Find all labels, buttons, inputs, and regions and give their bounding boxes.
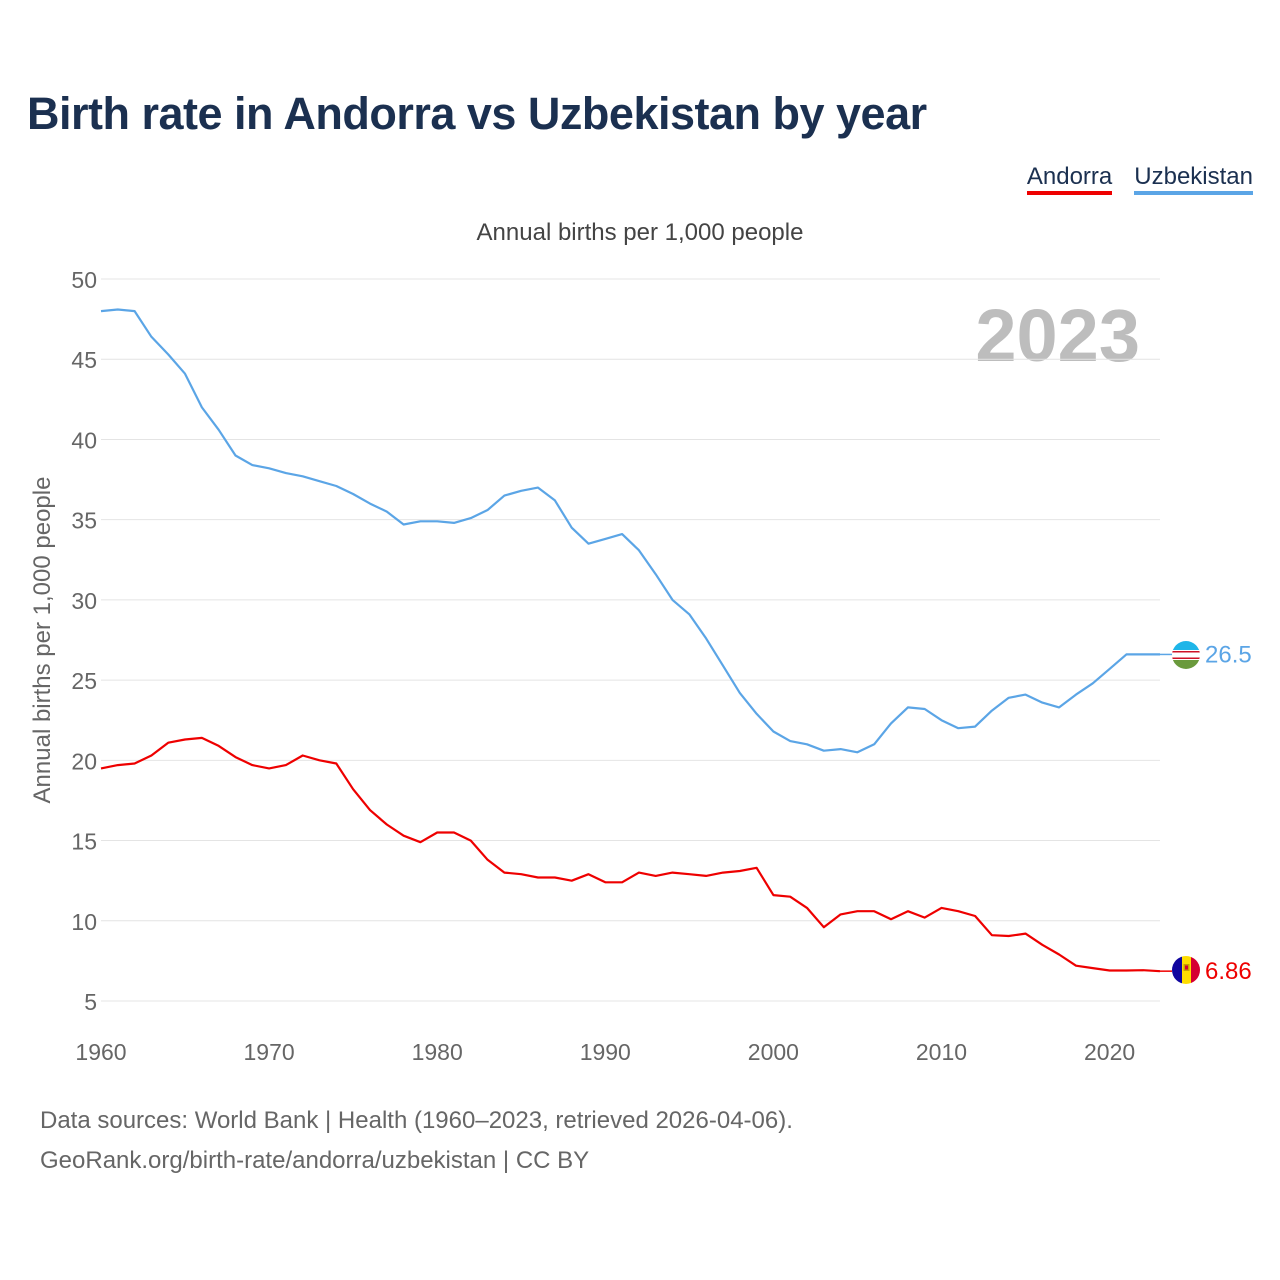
y-tick-label: 25 [71, 668, 97, 694]
andorra-flag-icon [1172, 956, 1200, 984]
x-tick-label: 1990 [580, 1039, 631, 1065]
footer-link[interactable]: GeoRank.org/birth-rate/andorra/uzbekista… [40, 1147, 590, 1174]
y-tick-label: 45 [71, 347, 97, 373]
x-axis-ticks: 1960 1970 1980 1990 2000 2010 2020 [75, 1039, 1135, 1065]
gridlines [101, 278, 1160, 1002]
x-tick-label: 2000 [748, 1039, 799, 1065]
x-tick-label: 1960 [75, 1039, 126, 1065]
y-tick-label: 20 [71, 748, 97, 774]
legend-item-uzbekistan[interactable]: Uzbekistan [1134, 163, 1253, 196]
end-value-label-uzbekistan: 26.5 [1205, 641, 1252, 668]
uzbekistan-flag-icon [1172, 641, 1200, 669]
y-tick-label: 30 [71, 588, 97, 614]
y-axis-label: Annual births per 1,000 people [29, 477, 56, 804]
x-tick-label: 2010 [916, 1039, 967, 1065]
y-tick-label: 15 [71, 829, 97, 855]
y-tick-label: 10 [71, 909, 97, 935]
y-tick-label: 40 [71, 427, 97, 453]
legend: Andorra Uzbekistan [1026, 163, 1253, 196]
y-tick-label: 35 [71, 508, 97, 534]
series-lines: 6.86 26.5 [100, 308, 1252, 985]
end-value-label-andorra: 6.86 [1205, 958, 1252, 985]
series-line-andorra[interactable] [100, 736, 1161, 973]
year-watermark: 2023 [975, 294, 1140, 377]
legend-item-andorra[interactable]: Andorra [1026, 163, 1113, 196]
chart-title: Birth rate in Andorra vs Uzbekistan by y… [27, 88, 927, 139]
footer-sources: Data sources: World Bank | Health (1960–… [40, 1107, 793, 1134]
chart-subtitle: Annual births per 1,000 people [477, 219, 804, 246]
x-tick-label: 1980 [412, 1039, 463, 1065]
y-axis-ticks: 5 10 15 20 25 30 35 40 45 50 [71, 267, 97, 1015]
x-tick-label: 1970 [244, 1039, 295, 1065]
x-tick-label: 2020 [1084, 1039, 1135, 1065]
series-line-uzbekistan[interactable] [100, 308, 1160, 754]
y-tick-label: 5 [84, 989, 97, 1015]
y-tick-label: 50 [71, 267, 97, 293]
